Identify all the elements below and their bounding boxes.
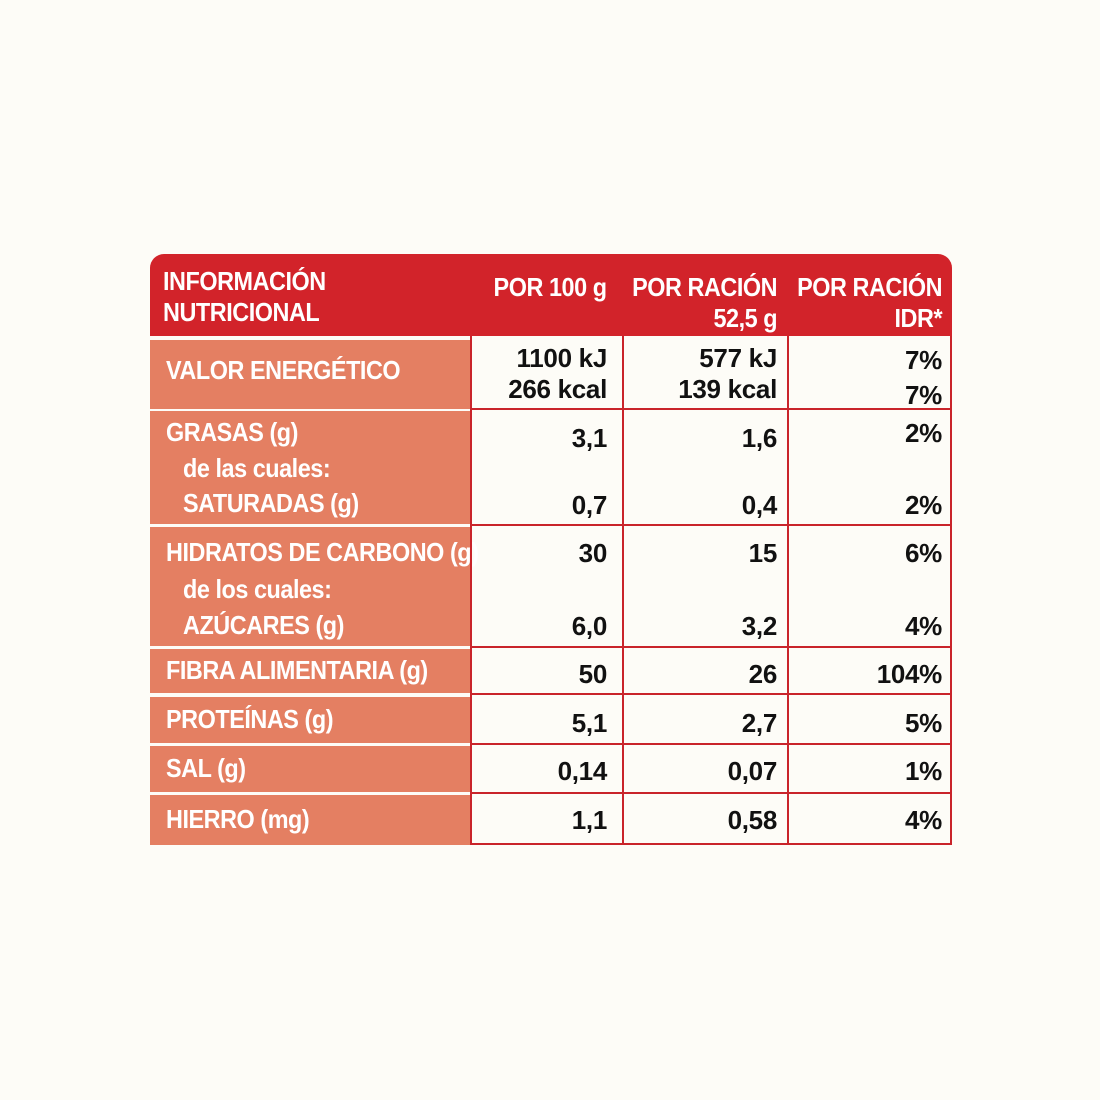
carbs-sub-intro: de los cuales: xyxy=(183,574,332,604)
salt-serving: 0,07 xyxy=(727,756,778,786)
salt-label: SAL (g) xyxy=(166,753,246,783)
fat-per100: 3,1 xyxy=(571,423,608,453)
energy-serving-kj: 577 kJ xyxy=(699,343,777,373)
saturated-label: SATURADAS (g) xyxy=(183,488,359,518)
saturated-serving: 0,4 xyxy=(741,490,778,520)
carbs-idr: 6% xyxy=(905,538,942,568)
row-label-carbs: HIDRATOS DE CARBONO (g) de los cuales: A… xyxy=(150,527,479,646)
header-per-100g: POR 100 g xyxy=(493,272,607,302)
row-label-energy: VALOR ENERGÉTICO xyxy=(150,340,470,409)
row-label-iron: HIERRO (mg) xyxy=(150,795,470,845)
row-label-fiber: FIBRA ALIMENTARIA (g) xyxy=(150,649,470,693)
iron-per100: 1,1 xyxy=(571,805,608,835)
sugars-idr: 4% xyxy=(905,611,942,641)
header-per-serving-idr: POR RACIÓN IDR* xyxy=(796,272,942,333)
sugars-serving: 3,2 xyxy=(741,611,778,641)
protein-idr: 5% xyxy=(905,708,942,738)
iron-idr: 4% xyxy=(905,805,942,835)
iron-serving: 0,58 xyxy=(727,805,778,835)
fiber-idr: 104% xyxy=(876,659,943,689)
row-label-salt: SAL (g) xyxy=(150,746,470,792)
iron-label: HIERRO (mg) xyxy=(166,804,310,834)
table-header: INFORMACIÓN NUTRICIONAL POR 100 g POR RA… xyxy=(150,254,952,336)
fiber-serving: 26 xyxy=(748,659,778,689)
carbs-label: HIDRATOS DE CARBONO (g) xyxy=(166,537,479,567)
grid-divider xyxy=(622,336,624,845)
salt-per100: 0,14 xyxy=(557,756,608,786)
energy-serving-kcal: 139 kcal xyxy=(678,374,777,404)
grid-divider xyxy=(787,336,789,845)
row-label-protein: PROTEÍNAS (g) xyxy=(150,697,470,743)
nutrition-facts-table: INFORMACIÓN NUTRICIONAL POR 100 g POR RA… xyxy=(150,254,952,845)
energy-idr-kj: 7% xyxy=(905,345,942,375)
grid-divider xyxy=(470,743,952,745)
fat-sub-intro: de las cuales: xyxy=(183,453,331,483)
row-label-fat: GRASAS (g) de las cuales: SATURADAS (g) xyxy=(150,411,470,524)
grid-divider xyxy=(470,524,952,526)
grid-divider xyxy=(470,843,952,845)
energy-label: VALOR ENERGÉTICO xyxy=(166,355,401,385)
saturated-per100: 0,7 xyxy=(571,490,608,520)
carbs-per100: 30 xyxy=(578,538,608,568)
grid-divider xyxy=(470,336,472,845)
grid-divider xyxy=(470,646,952,648)
protein-per100: 5,1 xyxy=(571,708,608,738)
saturated-idr: 2% xyxy=(905,490,942,520)
energy-idr-kcal: 7% xyxy=(905,380,942,410)
salt-idr: 1% xyxy=(905,756,942,786)
protein-serving: 2,7 xyxy=(741,708,778,738)
grid-divider xyxy=(470,693,952,695)
grid-divider xyxy=(470,408,952,410)
header-title: INFORMACIÓN NUTRICIONAL xyxy=(163,266,326,327)
header-per-serving: POR RACIÓN 52,5 g xyxy=(631,272,777,333)
fiber-per100: 50 xyxy=(578,659,608,689)
fat-label: GRASAS (g) xyxy=(166,417,299,447)
grid-divider xyxy=(470,792,952,794)
grid-divider xyxy=(950,336,952,845)
carbs-serving: 15 xyxy=(748,538,778,568)
fiber-label: FIBRA ALIMENTARIA (g) xyxy=(166,655,428,685)
sugars-per100: 6,0 xyxy=(571,611,608,641)
fat-serving: 1,6 xyxy=(741,423,778,453)
energy-per100-kj: 1100 kJ xyxy=(516,343,608,373)
fat-idr: 2% xyxy=(905,418,942,448)
protein-label: PROTEÍNAS (g) xyxy=(166,704,334,734)
sugars-label: AZÚCARES (g) xyxy=(183,610,344,640)
energy-per100-kcal: 266 kcal xyxy=(508,374,607,404)
